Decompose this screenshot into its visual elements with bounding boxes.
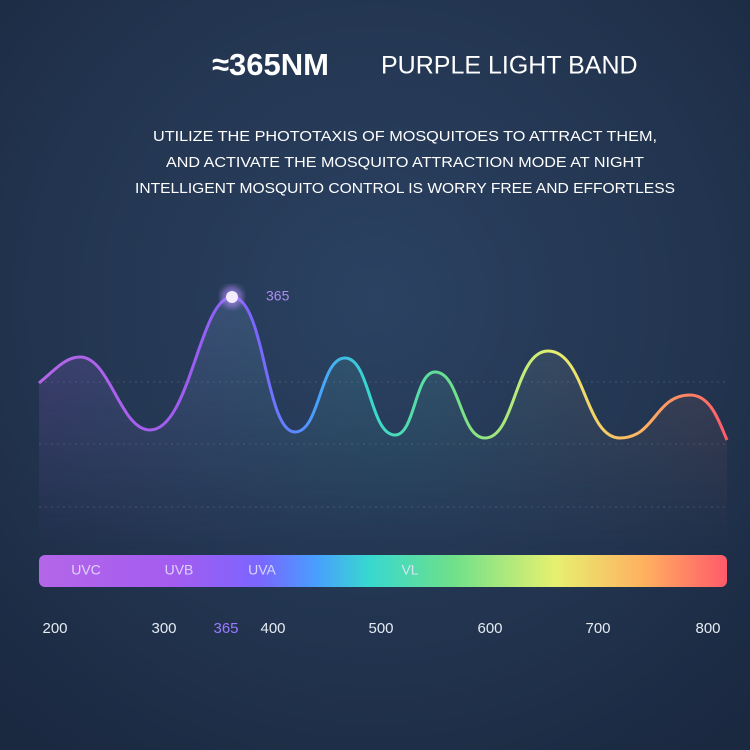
axis-label: 600 (477, 620, 502, 637)
band-labels: UVC UVB UVA VL (71, 562, 419, 578)
header-value: ≈365NM (212, 47, 329, 82)
band-label: UVA (248, 562, 276, 578)
axis-label: 400 (260, 620, 285, 637)
axis-label: 800 (695, 620, 720, 637)
axis-label: 700 (585, 620, 610, 637)
description: UTILIZE THE PHOTOTAXIS OF MOSQUITOES TO … (135, 128, 675, 197)
axis-label: 200 (42, 620, 67, 637)
band-label: UVC (71, 562, 101, 578)
band-label: VL (401, 562, 418, 578)
description-line: UTILIZE THE PHOTOTAXIS OF MOSQUITOES TO … (153, 128, 657, 145)
spectrum-area (39, 297, 727, 550)
band-bar (39, 555, 727, 587)
axis-label-highlight: 365 (213, 620, 238, 637)
axis-label: 300 (151, 620, 176, 637)
header-title: PURPLE LIGHT BAND (381, 52, 638, 80)
description-line: INTELLIGENT MOSQUITO CONTROL IS WORRY FR… (135, 180, 675, 197)
peak-dot (226, 291, 238, 303)
spectrum-curve (38, 295, 729, 441)
band-label: UVB (165, 562, 194, 578)
axis-label: 500 (368, 620, 393, 637)
peak-label: 365 (266, 288, 290, 304)
description-line: AND ACTIVATE THE MOSQUITO ATTRACTION MOD… (166, 154, 644, 171)
axis-labels: 200 300 365 400 500 600 700 800 (42, 620, 720, 637)
